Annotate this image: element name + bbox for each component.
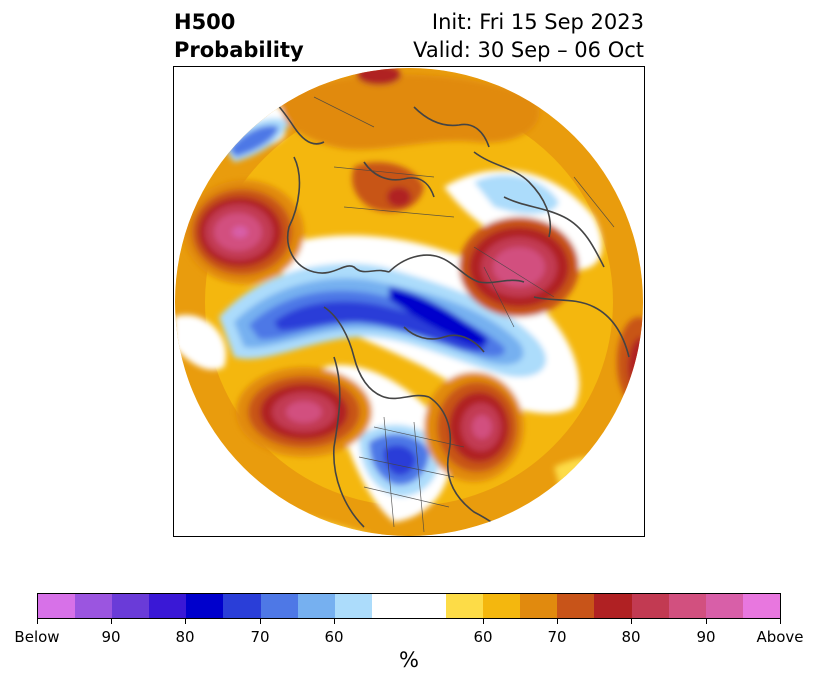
colorbar-below-6: [223, 594, 261, 618]
colorbar-above-8: [705, 594, 743, 618]
colorbar-below-7: [260, 594, 298, 618]
colorbar-below-2: [75, 594, 113, 618]
colorbar-below-8: [297, 594, 335, 618]
colorbar-unit: %: [399, 648, 419, 672]
title-field: Probability: [174, 38, 304, 62]
borders: [313, 96, 615, 533]
tickmark: [260, 619, 261, 624]
colorbar-above-7: [668, 594, 706, 618]
tickmark: [631, 619, 632, 624]
colorbar: [37, 593, 781, 619]
colorbar-above-1: [446, 594, 484, 618]
tick-label: 90: [696, 628, 716, 646]
colorbar-below-9: [334, 594, 372, 618]
tickmark: [483, 619, 484, 624]
tickmark: [557, 619, 558, 624]
probability-map-svg: [175, 68, 643, 536]
tickmark: [334, 619, 335, 624]
tick-label: 70: [250, 628, 270, 646]
tick-label: Above: [756, 628, 804, 646]
tick-label: 80: [621, 628, 641, 646]
colorbar-above-9: [742, 594, 780, 618]
colorbar-below-1: [38, 594, 76, 618]
colorbar-above-3: [520, 594, 558, 618]
colorbar-below-3: [112, 594, 150, 618]
init-date: Init: Fri 15 Sep 2023: [431, 10, 644, 34]
colorbar-below-5: [186, 594, 224, 618]
colorbar-above-5: [594, 594, 632, 618]
colorbar-below-4: [149, 594, 187, 618]
title-variable: H500: [174, 10, 236, 34]
title-right: Init: Fri 15 Sep 2023 Valid: 30 Sep – 06…: [413, 8, 644, 64]
polar-map: [173, 66, 645, 537]
tick-label: 80: [175, 628, 195, 646]
tickmark: [706, 619, 707, 624]
tick-label: Below: [14, 628, 60, 646]
tick-label: 60: [473, 628, 493, 646]
tickmark: [185, 619, 186, 624]
tickmark: [37, 619, 38, 624]
title-left: H500 Probability: [174, 8, 304, 64]
tickmark: [780, 619, 781, 624]
tick-label: 90: [101, 628, 121, 646]
valid-range: Valid: 30 Sep – 06 Oct: [413, 38, 644, 62]
tick-label: 60: [324, 628, 344, 646]
tickmark: [111, 619, 112, 624]
colorbar-above-4: [557, 594, 595, 618]
tick-label: 70: [547, 628, 567, 646]
colorbar-above-2: [483, 594, 521, 618]
colorbar-neutral: [371, 594, 447, 618]
colorbar-above-6: [631, 594, 669, 618]
